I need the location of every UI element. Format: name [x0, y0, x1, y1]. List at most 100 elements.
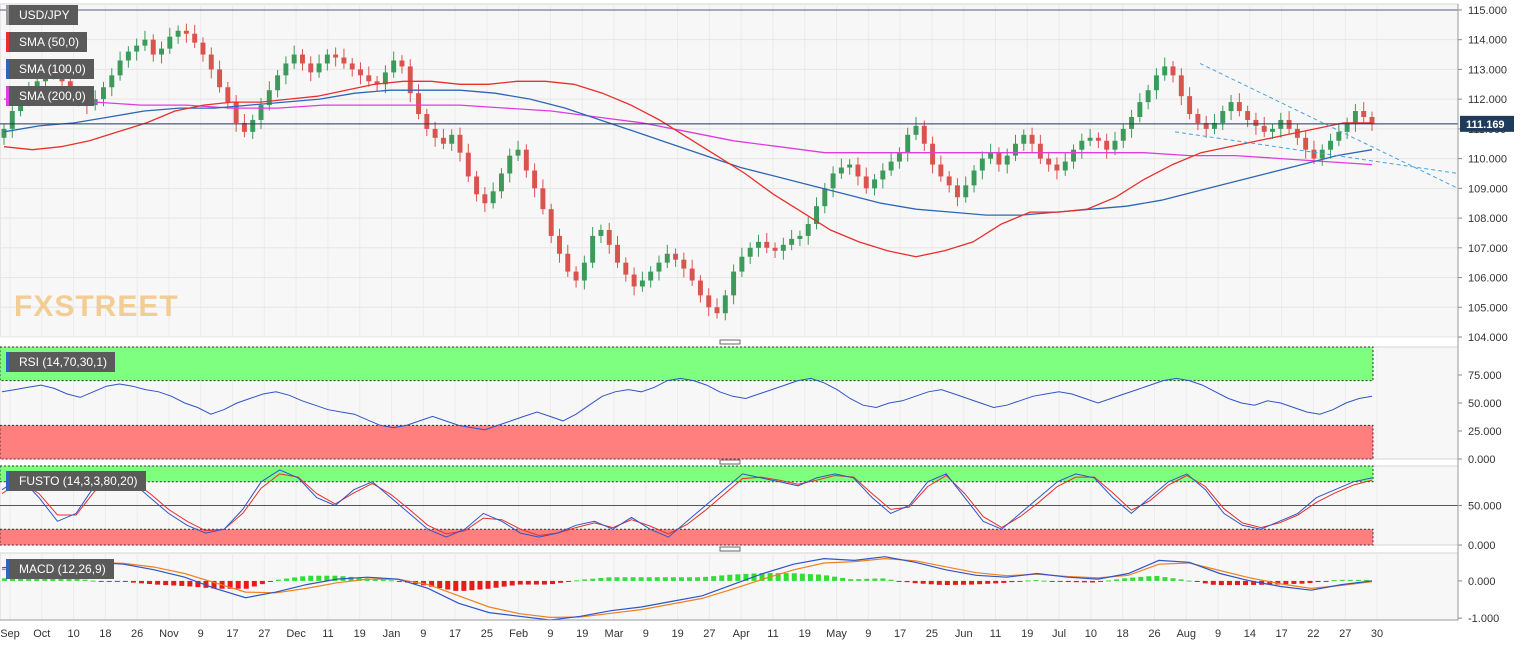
- candle-body: [150, 39, 156, 55]
- candle-body: [233, 102, 239, 123]
- candle-body: [498, 173, 504, 192]
- candle-body: [581, 262, 587, 281]
- macd-histogram-bar: [501, 580, 507, 587]
- macd-histogram-bar: [66, 577, 72, 581]
- candle-body: [1170, 66, 1176, 76]
- candle-body: [1328, 140, 1334, 150]
- x-tick-label: Oct: [33, 628, 50, 640]
- macd-histogram-bar: [147, 580, 153, 585]
- candle-body: [374, 81, 380, 85]
- price-tick-label: 106.000: [1468, 273, 1508, 285]
- candle-body: [938, 164, 944, 177]
- candle-body: [341, 57, 347, 64]
- fxstreet-watermark: FXSTREET: [14, 290, 179, 323]
- macd-histogram-bar: [517, 580, 523, 585]
- sma50-legend[interactable]: SMA (50,0): [6, 32, 88, 52]
- macd-histogram-bar: [259, 580, 265, 585]
- x-tick-label: 17: [226, 628, 238, 640]
- macd-histogram-bar: [840, 577, 846, 581]
- candle-body: [366, 75, 372, 82]
- candle-body: [300, 54, 305, 64]
- candle-body: [1220, 111, 1226, 123]
- macd-signal-line: [1, 557, 1373, 619]
- candle-body: [606, 229, 612, 245]
- candle-body: [333, 54, 339, 58]
- sma100-legend[interactable]: SMA (100,0): [6, 59, 94, 79]
- candle-body: [598, 229, 604, 236]
- candle-body: [1294, 128, 1300, 138]
- macd-histogram-bar: [598, 578, 604, 581]
- candle-body: [382, 72, 388, 85]
- candle-body: [772, 247, 778, 251]
- macd-histogram-bar: [558, 580, 564, 583]
- macd-histogram-bar: [1226, 580, 1232, 586]
- macd-histogram-bar: [396, 580, 402, 582]
- fusto-d-line: [1, 473, 1373, 537]
- macd-histogram-bar: [630, 577, 636, 581]
- candle-body: [1104, 140, 1110, 150]
- candle-body: [648, 271, 654, 281]
- rsi-oversold-zone: [0, 424, 1374, 460]
- candle-body: [764, 241, 770, 248]
- candle-body: [34, 81, 40, 88]
- candle-body: [863, 176, 869, 189]
- x-tick-label: Apr: [733, 628, 750, 640]
- candle-body: [780, 244, 786, 251]
- candle-body: [996, 152, 1002, 165]
- candle-body: [1004, 155, 1010, 165]
- macd-label[interactable]: MACD (12,26,9): [6, 559, 114, 579]
- macd-tick-label: -1.000: [1468, 613, 1499, 625]
- macd-histogram-bar: [1331, 580, 1337, 582]
- candle-body: [1021, 134, 1027, 144]
- sma200-legend[interactable]: SMA (200,0): [6, 86, 94, 106]
- pane-resize-handle: [719, 339, 741, 345]
- macd-histogram-bar: [1041, 580, 1047, 582]
- candle-body: [241, 122, 247, 132]
- macd-histogram-bar: [622, 577, 628, 581]
- pair-label[interactable]: USD/JPY: [6, 5, 78, 25]
- rsi-overbought-zone: [0, 346, 1374, 382]
- candle-body: [490, 191, 496, 204]
- x-tick-label: Feb: [509, 628, 528, 640]
- x-tick-label: Jul: [1052, 628, 1066, 640]
- candle-body: [1286, 119, 1292, 129]
- candle-body: [830, 173, 836, 189]
- price-tick-label: 105.000: [1468, 302, 1508, 314]
- candle-body: [623, 262, 629, 275]
- x-tick-label: 10: [67, 628, 79, 640]
- candle-body: [125, 51, 131, 61]
- candle-body: [407, 66, 413, 94]
- macd-histogram-bar: [759, 573, 765, 581]
- macd-histogram-bar: [799, 573, 805, 581]
- candle-body: [1261, 125, 1267, 132]
- x-tick-label: Nov: [159, 628, 179, 640]
- macd-histogram-bar: [122, 580, 128, 582]
- macd-histogram-bar: [1025, 580, 1031, 582]
- macd-histogram-bar: [775, 573, 781, 581]
- macd-histogram-bar: [912, 580, 918, 584]
- x-tick-label: 25: [926, 628, 938, 640]
- candle-body: [681, 259, 687, 269]
- macd-histogram-bar: [332, 575, 338, 581]
- macd-histogram-bar: [429, 580, 435, 587]
- fusto-label[interactable]: FUSTO (14,3,3,80,20): [6, 471, 146, 491]
- lower-trendline: [1174, 131, 1459, 174]
- macd-histogram-bar: [920, 580, 926, 584]
- rsi-label[interactable]: RSI (14,70,30,1): [6, 352, 116, 372]
- price-tick-label: 109.000: [1468, 183, 1508, 195]
- candle-body: [192, 33, 198, 43]
- candle-body: [183, 30, 189, 34]
- macd-histogram-bar: [421, 580, 427, 586]
- candle-body: [1236, 102, 1242, 112]
- macd-histogram-bar: [662, 577, 668, 581]
- candle-body: [1013, 143, 1018, 156]
- candle-body: [565, 253, 571, 272]
- candle-body: [673, 253, 679, 260]
- candle-body: [739, 256, 745, 272]
- x-tick-label: 27: [703, 628, 715, 640]
- candle-body: [474, 176, 480, 195]
- macd-histogram-bar: [614, 577, 620, 581]
- macd-histogram-bar: [1307, 580, 1313, 584]
- macd-histogram-bar: [477, 580, 483, 590]
- macd-histogram-bar: [98, 580, 104, 582]
